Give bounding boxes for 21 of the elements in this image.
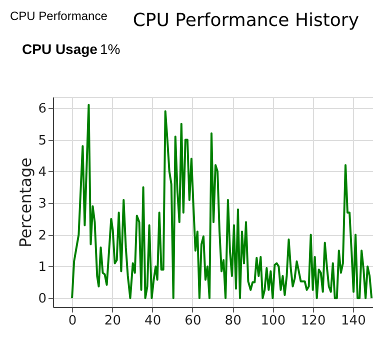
- x-tick-label: 20: [104, 314, 121, 328]
- y-tick-label: 4: [38, 164, 46, 180]
- y-tick-label: 0: [38, 292, 46, 307]
- x-tick-label: 40: [144, 314, 162, 328]
- x-tick-label: 60: [184, 314, 202, 328]
- y-tick-label: 2: [38, 228, 46, 244]
- x-tick-label: 120: [300, 314, 326, 328]
- text: CPU Performance: [10, 9, 108, 23]
- x-tick-label: 100: [260, 314, 286, 328]
- x-tick-label: 140: [341, 314, 366, 328]
- y-axis-title: Percentage: [16, 157, 36, 248]
- text: 1%: [100, 41, 120, 57]
- y-tick-label: 5: [38, 133, 46, 148]
- y-tick-label: 6: [38, 102, 46, 117]
- chart-title: CPU Performance History: [132, 10, 360, 31]
- line-series: [71, 104, 373, 300]
- x-tick-label: 80: [224, 314, 242, 328]
- y-tick-label: 3: [38, 196, 46, 212]
- y-tick-label: 1: [38, 260, 46, 275]
- text: CPU Usage: [22, 41, 98, 57]
- x-tick-label: 0: [68, 314, 77, 328]
